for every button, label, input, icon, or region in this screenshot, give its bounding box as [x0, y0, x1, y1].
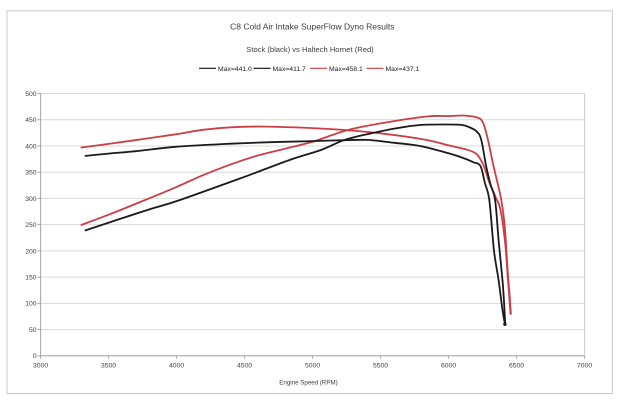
svg-text:5000: 5000	[305, 363, 320, 370]
svg-text:Max=411.7: Max=411.7	[273, 66, 307, 73]
svg-text:Engine Speed (RPM): Engine Speed (RPM)	[279, 380, 337, 387]
svg-text:4500: 4500	[237, 363, 252, 370]
svg-text:C8 Cold Air Intake SuperFlow D: C8 Cold Air Intake SuperFlow Dyno Result…	[230, 22, 394, 32]
svg-text:Stock (black) vs Haltech Horne: Stock (black) vs Haltech Hornet (Red)	[246, 45, 374, 54]
svg-text:Max=437.1: Max=437.1	[386, 66, 420, 73]
svg-text:200: 200	[25, 248, 37, 255]
svg-text:3000: 3000	[33, 363, 48, 370]
svg-text:400: 400	[25, 143, 37, 150]
svg-text:6000: 6000	[441, 363, 456, 370]
svg-text:3500: 3500	[101, 363, 116, 370]
svg-text:7000: 7000	[577, 363, 592, 370]
svg-text:50: 50	[29, 327, 37, 334]
svg-text:Max=441.0: Max=441.0	[218, 66, 252, 73]
svg-text:450: 450	[25, 117, 37, 124]
svg-text:300: 300	[25, 196, 37, 203]
svg-text:4000: 4000	[169, 363, 184, 370]
svg-text:500: 500	[25, 91, 37, 98]
svg-text:150: 150	[25, 275, 37, 282]
svg-text:100: 100	[25, 301, 37, 308]
svg-text:0: 0	[33, 353, 37, 360]
svg-text:6500: 6500	[509, 363, 524, 370]
svg-text:Max=458.1: Max=458.1	[329, 66, 363, 73]
svg-text:250: 250	[25, 222, 37, 229]
svg-text:350: 350	[25, 170, 37, 177]
svg-text:5500: 5500	[373, 363, 388, 370]
